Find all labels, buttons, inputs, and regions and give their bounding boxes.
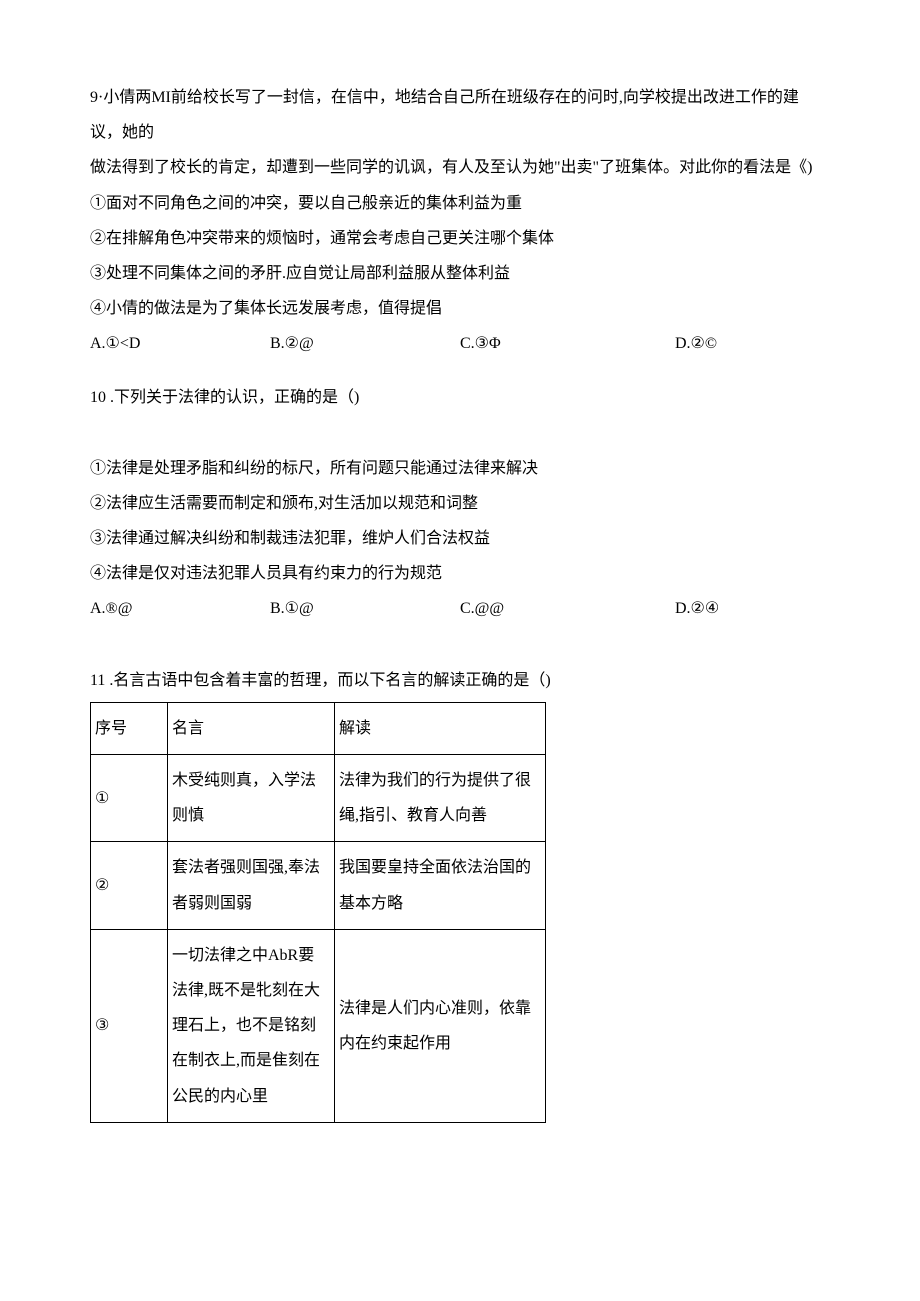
q9-option-b: B.②@ [270,326,460,361]
q9-stem-line1: 9·小倩两MI前给校长写了一封信，在信中，地结合自己所在班级存在的问时,向学校提… [90,80,830,150]
cell-interpretation: 法律是人们内心准则，依靠内在约束起作用 [335,929,546,1122]
header-seq: 序号 [91,702,168,754]
cell-interpretation: 法律为我们的行为提供了很绳,指引、教育人向善 [335,755,546,842]
q9-statement-3: ③处理不同集体之间的矛肝.应自觉让局部利益服从整体利益 [90,256,830,291]
table-row: ② 套法者强则国强,奉法者弱则国弱 我国要皇持全面依法治国的基本方略 [91,842,546,929]
q9-statement-1: ①面对不同角色之间的冲突，要以自己般亲近的集体利益为重 [90,186,830,221]
cell-seq: ③ [91,929,168,1122]
header-interpretation: 解读 [335,702,546,754]
cell-seq: ① [91,755,168,842]
q10-option-b: B.①@ [270,591,460,626]
table-header-row: 序号 名言 解读 [91,702,546,754]
table-row: ③ 一切法律之中AbR要法律,既不是牝刻在大理石上，也不是铭刻在制衣上,而是隹刻… [91,929,546,1122]
q10-option-c: C.@@ [460,591,675,626]
q9-option-a: A.①<D [90,326,270,361]
q10-options: A.®@ B.①@ C.@@ D.②④ [90,591,830,626]
cell-quote: 套法者强则国强,奉法者弱则国弱 [168,842,335,929]
q9-statement-2: ②在排解角色冲突带来的烦恼时，通常会考虑自己更关注哪个集体 [90,221,830,256]
q10-stem: 10 .下列关于法律的认识，正确的是（) [90,380,830,415]
q10-statement-4: ④法律是仅对违法犯罪人员具有约束力的行为规范 [90,556,830,591]
q11-table: 序号 名言 解读 ① 木受纯则真，入学法则慎 法律为我们的行为提供了很绳,指引、… [90,702,546,1123]
cell-seq: ② [91,842,168,929]
q9-stem-line2: 做法得到了校长的肯定，却遭到一些同学的讥讽，有人及至认为她"出卖"了班集体。对此… [90,150,830,185]
cell-interpretation: 我国要皇持全面依法治国的基本方略 [335,842,546,929]
cell-quote: 木受纯则真，入学法则慎 [168,755,335,842]
q9-options: A.①<D B.②@ C.③Φ D.②© [90,326,830,361]
q9-option-c: C.③Φ [460,326,675,361]
q10-statement-1: ①法律是处理矛脂和纠纷的标尺，所有问题只能通过法律来解决 [90,451,830,486]
q9-option-d: D.②© [675,326,717,361]
header-quote: 名言 [168,702,335,754]
q9-statement-4: ④小倩的做法是为了集体长远发展考虑，值得提倡 [90,291,830,326]
table-row: ① 木受纯则真，入学法则慎 法律为我们的行为提供了很绳,指引、教育人向善 [91,755,546,842]
q11-stem: 11 .名言古语中包含着丰富的哲理，而以下名言的解读正确的是（) [90,663,830,698]
q10-option-d: D.②④ [675,591,719,626]
q10-option-a: A.®@ [90,591,270,626]
q10-statement-3: ③法律通过解决纠纷和制裁违法犯罪，维炉人们合法权益 [90,521,830,556]
cell-quote: 一切法律之中AbR要法律,既不是牝刻在大理石上，也不是铭刻在制衣上,而是隹刻在公… [168,929,335,1122]
q10-statement-2: ②法律应生活需要而制定和颁布,对生活加以规范和词整 [90,486,830,521]
